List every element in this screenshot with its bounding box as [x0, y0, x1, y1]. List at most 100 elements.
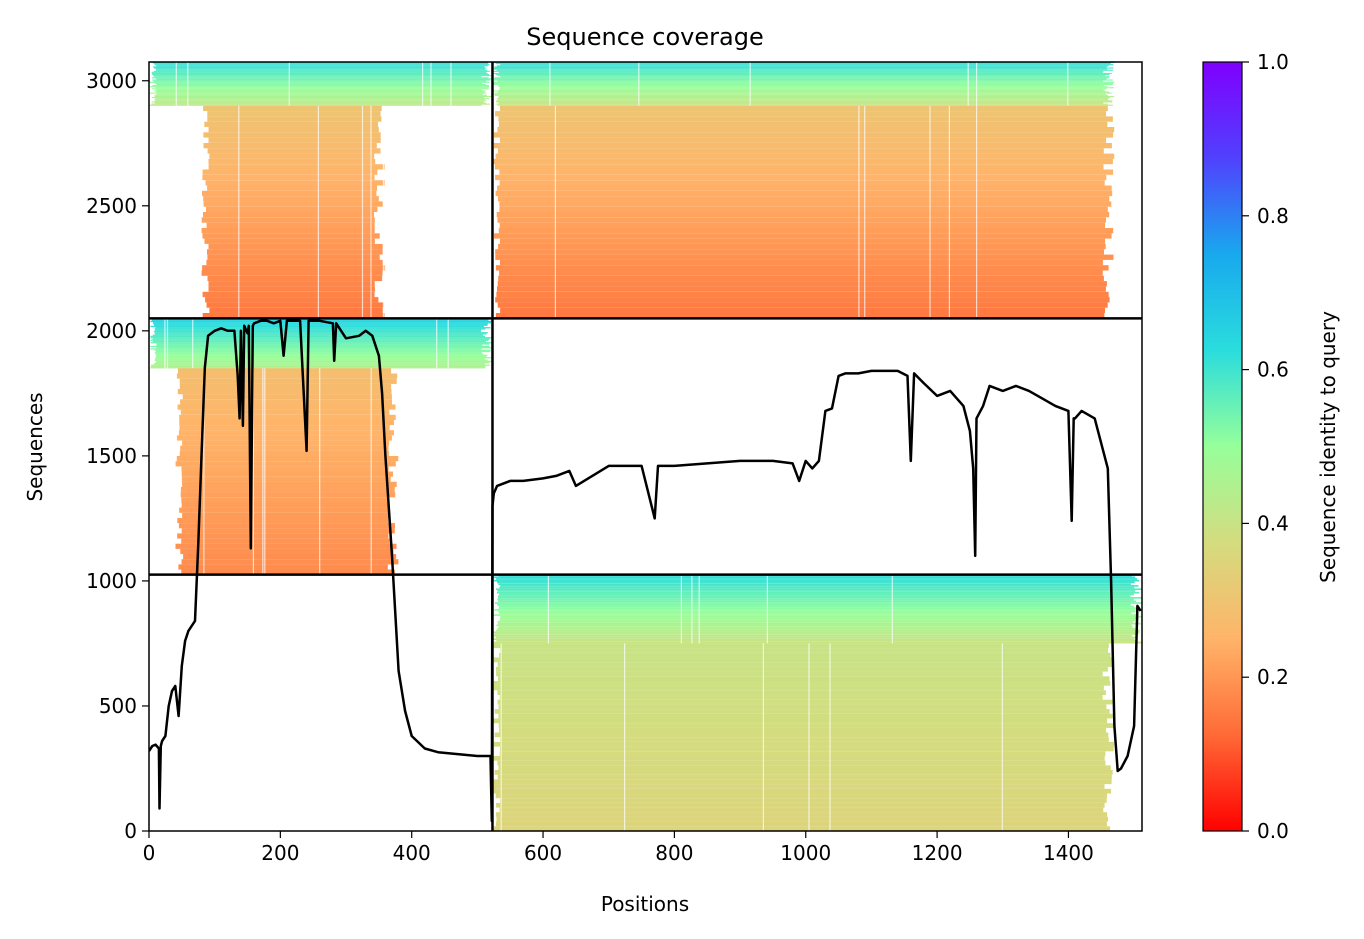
- heatmap-row: [499, 206, 1108, 212]
- heatmap-gap: [549, 62, 551, 106]
- heatmap-row: [153, 75, 491, 77]
- heatmap-row: [495, 190, 1113, 197]
- heatmap-row: [496, 591, 1140, 594]
- heatmap-row: [201, 228, 375, 234]
- heatmap-row: [494, 770, 1113, 775]
- heatmap-gap: [203, 368, 205, 575]
- heatmap-gap: [808, 643, 810, 831]
- heatmap-row: [498, 85, 1104, 87]
- heatmap-row: [154, 99, 485, 101]
- y-tick-label: 500: [99, 694, 137, 718]
- heatmap-row: [494, 79, 1113, 81]
- heatmap-row: [156, 78, 492, 80]
- heatmap-gap: [187, 62, 189, 106]
- heatmap-row: [155, 87, 489, 89]
- heatmap-row: [499, 89, 1104, 91]
- heatmap-row: [203, 143, 377, 149]
- heatmap-row: [495, 254, 1114, 260]
- heatmap-gap: [422, 62, 424, 106]
- heatmap-row: [493, 70, 1104, 72]
- heatmap-row: [493, 67, 1114, 69]
- heatmap-gap: [680, 574, 682, 644]
- heatmap-row: [498, 626, 1133, 628]
- heatmap-row: [156, 65, 488, 67]
- heatmap-row: [499, 137, 1107, 143]
- heatmap-row: [495, 111, 1107, 117]
- heatmap-row: [499, 201, 1112, 207]
- heatmap-row: [497, 104, 1113, 106]
- heatmap-row: [149, 345, 490, 348]
- heatmap-row: [150, 348, 482, 350]
- heatmap-gap: [1001, 643, 1003, 831]
- heatmap-row: [181, 538, 390, 544]
- heatmap-row: [152, 334, 483, 336]
- heatmap-row: [500, 76, 1110, 78]
- heatmap-gap: [192, 318, 194, 369]
- x-axis-title: Positions: [601, 892, 689, 916]
- y-tick-label: 0: [124, 819, 137, 843]
- heatmap-row: [493, 741, 1114, 747]
- heatmap-row: [494, 94, 1108, 96]
- heatmap-row: [204, 121, 379, 127]
- heatmap-row: [497, 127, 1115, 133]
- heatmap-row: [149, 337, 492, 339]
- heatmap-row: [494, 602, 1142, 604]
- heatmap-row: [181, 502, 389, 508]
- heatmap-row: [179, 383, 392, 389]
- heatmap-row: [497, 196, 1110, 202]
- heatmap-row: [209, 153, 375, 159]
- heatmap-row: [151, 364, 490, 366]
- heatmap-gap: [698, 574, 700, 644]
- chart-title: Sequence coverage: [526, 23, 763, 51]
- heatmap-row: [498, 97, 1111, 99]
- heatmap-row: [206, 259, 383, 266]
- heatmap-row: [178, 430, 394, 436]
- heatmap-block: [492, 62, 1115, 319]
- heatmap-row: [499, 88, 1107, 90]
- heatmap-row: [498, 713, 1114, 719]
- heatmap-row: [204, 238, 375, 244]
- heatmap-gap: [554, 105, 556, 319]
- colorbar-tick-label: 0.8: [1257, 204, 1289, 228]
- heatmap-row: [500, 259, 1103, 266]
- heatmap-row: [153, 80, 487, 82]
- heatmap-gap: [929, 105, 931, 319]
- heatmap-row: [203, 201, 383, 207]
- heatmap-row: [497, 281, 1107, 287]
- heatmap-row: [498, 583, 1131, 585]
- heatmap-row: [497, 80, 1104, 82]
- heatmap-row: [175, 543, 397, 549]
- heatmap-gap: [164, 318, 166, 369]
- heatmap-gap: [976, 105, 978, 319]
- heatmap-row: [499, 807, 1104, 813]
- heatmap-row: [498, 595, 1131, 597]
- x-tick-label: 0: [143, 841, 156, 865]
- heatmap-gap: [1067, 62, 1069, 106]
- heatmap-row: [497, 99, 1109, 101]
- heatmap-row: [497, 597, 1142, 599]
- heatmap-row: [498, 605, 1134, 608]
- heatmap-row: [181, 476, 391, 482]
- heatmap-row: [494, 609, 1136, 611]
- heatmap-row: [181, 466, 389, 472]
- heatmap-row: [500, 105, 1108, 112]
- heatmap-row: [149, 81, 490, 83]
- heatmap-row: [498, 102, 1104, 104]
- heatmap-row: [153, 63, 489, 65]
- heatmap-row: [155, 354, 488, 356]
- heatmap-band: [492, 105, 1115, 319]
- heatmap-row: [500, 648, 1108, 653]
- heatmap-row: [497, 185, 1112, 191]
- heatmap-row: [498, 71, 1103, 73]
- heatmap-row: [208, 243, 383, 250]
- heatmap-row: [499, 652, 1111, 658]
- heatmap-row: [182, 481, 397, 487]
- heatmap-row: [152, 340, 486, 343]
- heatmap-row: [499, 619, 1136, 622]
- heatmap-row: [149, 104, 482, 106]
- heatmap-row: [496, 98, 1109, 100]
- coverage-line: [149, 319, 1142, 823]
- heatmap-row: [179, 419, 394, 426]
- heatmap-row: [498, 121, 1108, 127]
- heatmap-row: [495, 629, 1140, 632]
